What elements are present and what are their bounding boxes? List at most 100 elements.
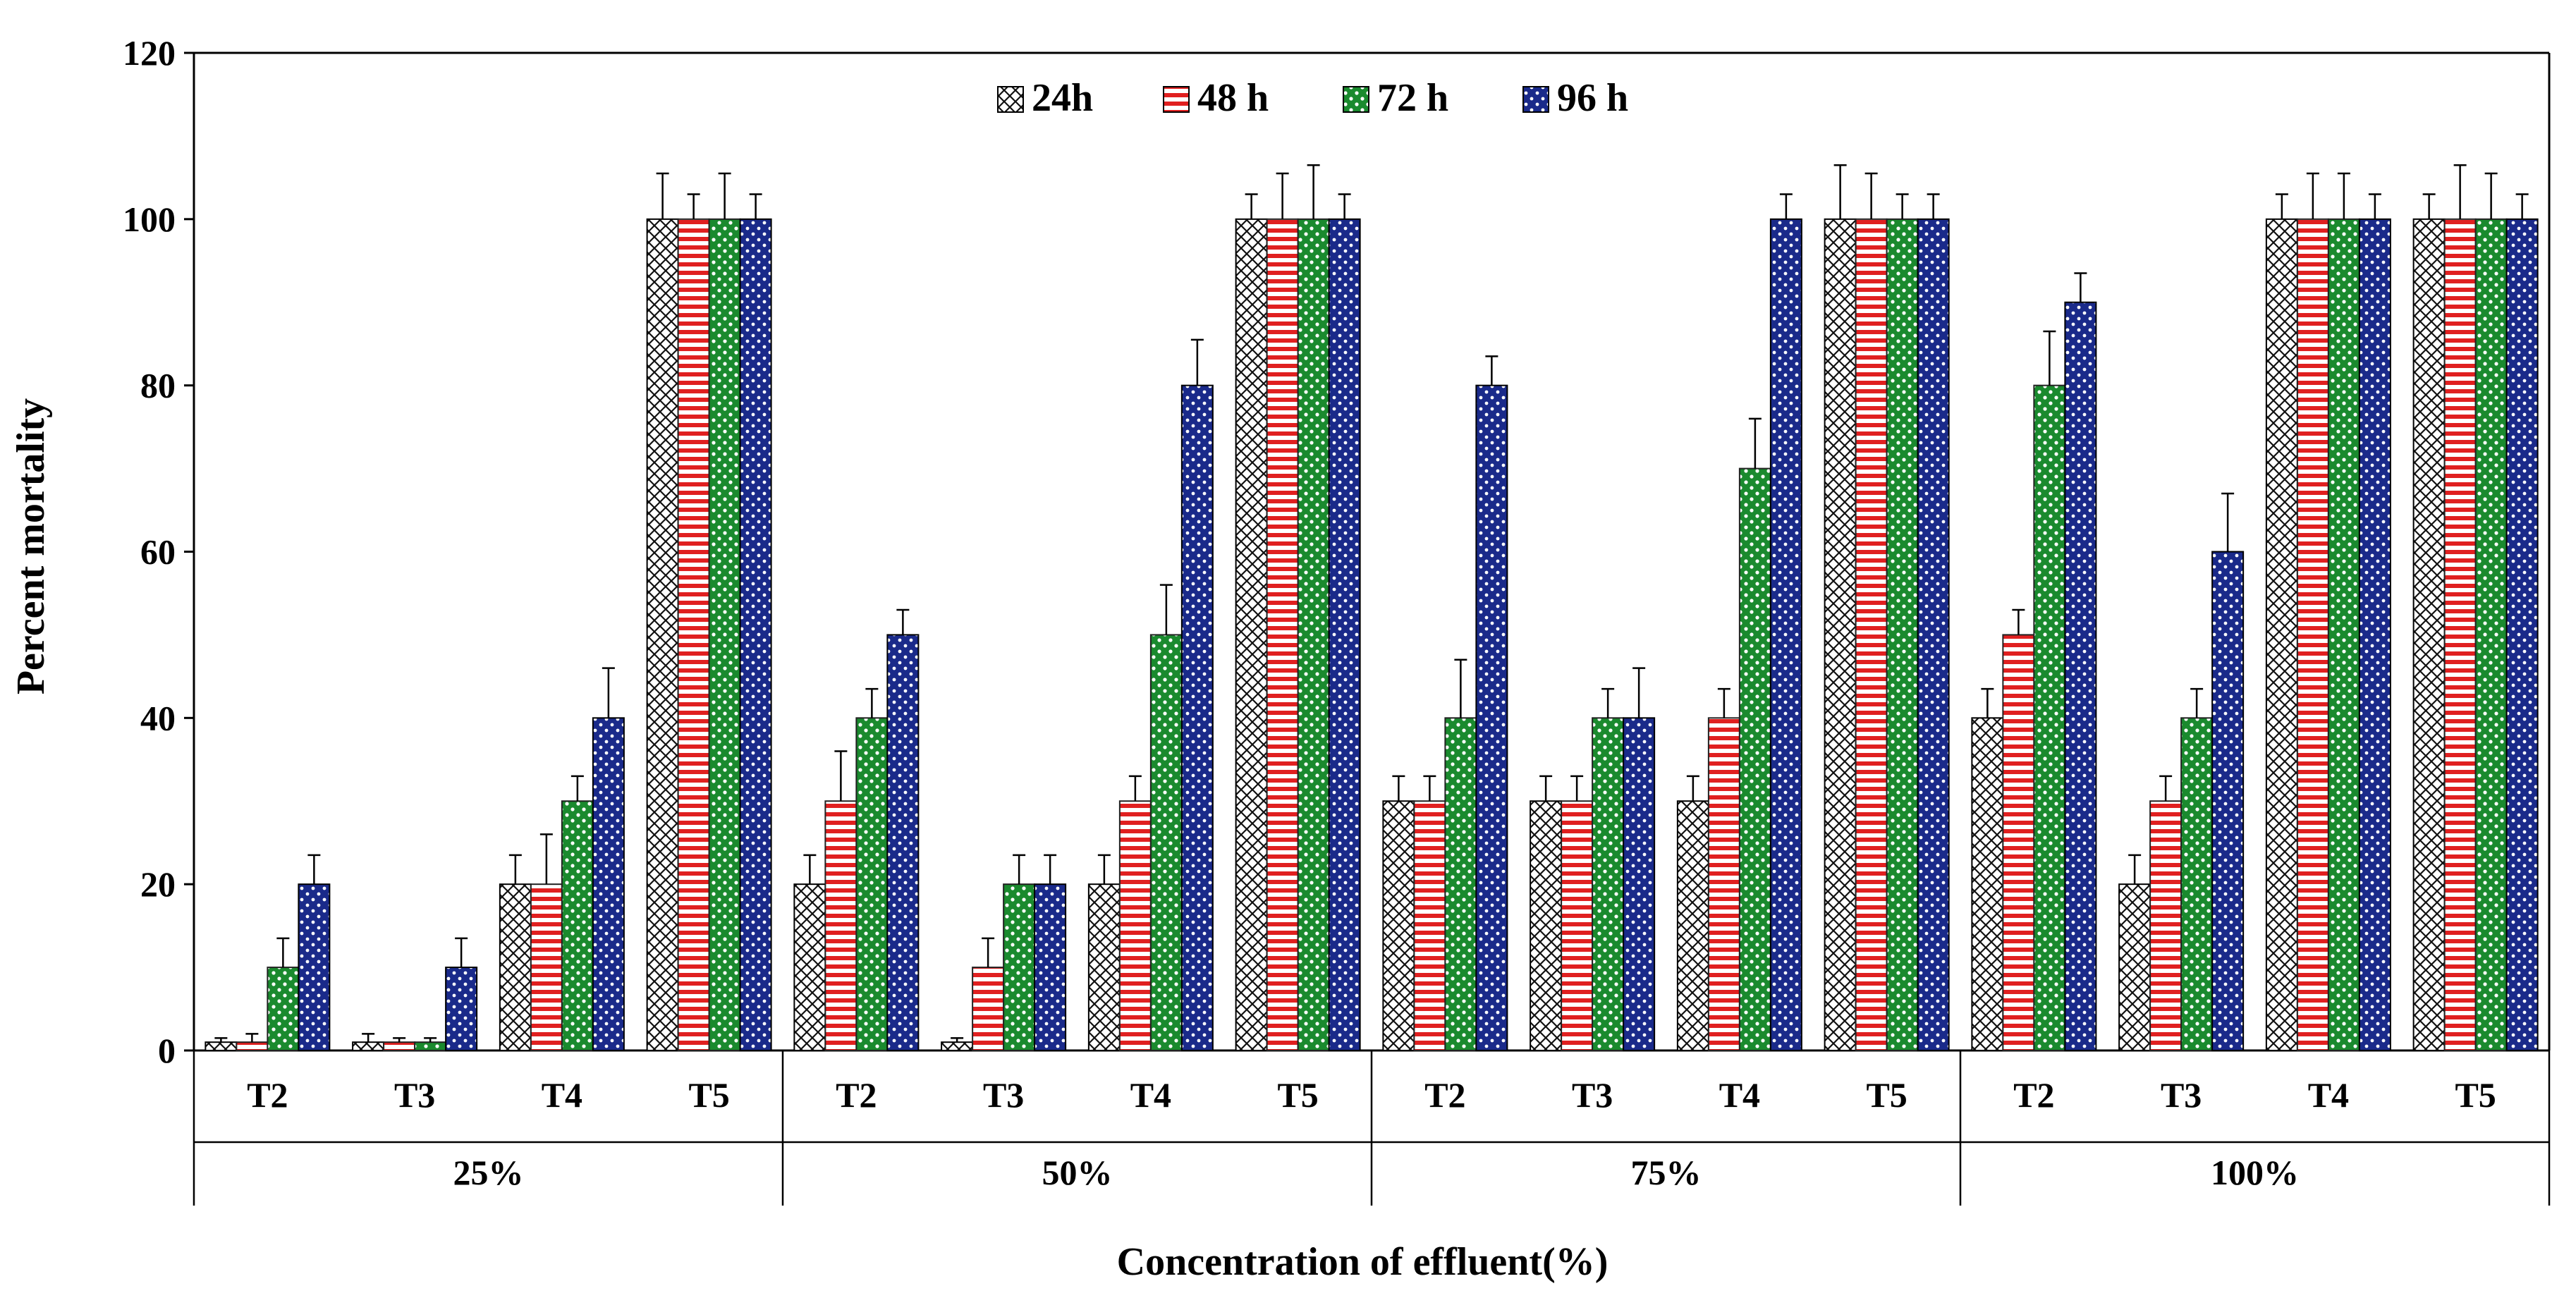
bar xyxy=(2296,218,2329,1051)
bar xyxy=(1003,883,1036,1051)
bar xyxy=(708,218,741,1051)
bar xyxy=(267,967,300,1052)
y-tick-label: 20 xyxy=(140,864,176,904)
bar xyxy=(205,1041,238,1052)
bar xyxy=(445,967,478,1052)
bar xyxy=(2474,218,2508,1051)
group-label: 100% xyxy=(2211,1153,2299,1192)
legend: 24h 48 h 72 h 96 h xyxy=(997,76,1628,120)
x-axis-categories: T2 T3 T4 T5 25% T2 T3 T4 T5 50% T2 T3 T4 T5 75% T2 T3 T4 T… xyxy=(193,1050,2551,1206)
x-tick-label: T2 xyxy=(836,1075,877,1115)
bar xyxy=(2358,218,2391,1051)
x-tick-label: T4 xyxy=(1130,1075,1171,1115)
bar xyxy=(592,717,625,1051)
group-label: 25% xyxy=(453,1153,524,1192)
bar xyxy=(886,634,920,1051)
bar xyxy=(941,1041,974,1052)
legend-label: 24h xyxy=(1032,76,1093,120)
bar xyxy=(855,717,889,1051)
bar xyxy=(1855,218,1888,1051)
bar xyxy=(1971,717,2004,1051)
bar-series xyxy=(205,218,2539,1052)
bar xyxy=(677,218,710,1051)
bar xyxy=(1413,800,1446,1051)
legend-label: 48 h xyxy=(1197,76,1269,120)
bar xyxy=(1382,800,1415,1051)
bar xyxy=(1266,218,1299,1051)
bar xyxy=(1118,800,1152,1051)
bar xyxy=(793,883,826,1051)
bar xyxy=(2412,218,2446,1051)
bar xyxy=(1824,218,1857,1051)
bar xyxy=(1917,218,1950,1051)
y-tick-label: 40 xyxy=(140,698,176,737)
bar xyxy=(383,1041,416,1052)
bar xyxy=(646,218,679,1051)
bar xyxy=(561,800,594,1051)
bar xyxy=(499,883,532,1051)
legend-swatch xyxy=(1522,86,1549,113)
x-tick-label: T4 xyxy=(2308,1075,2349,1115)
bar xyxy=(1180,384,1214,1051)
bar xyxy=(1034,883,1067,1051)
x-tick-label: T2 xyxy=(2013,1075,2054,1115)
bar xyxy=(414,1041,447,1052)
legend-label: 96 h xyxy=(1557,76,1628,120)
bar xyxy=(1087,883,1121,1051)
legend-swatch xyxy=(1343,86,1369,113)
bar xyxy=(1623,717,1656,1051)
bar xyxy=(1676,800,1709,1051)
y-axis-title: Percent mortality xyxy=(9,398,53,694)
x-tick-label: T2 xyxy=(1424,1075,1465,1115)
bar xyxy=(1886,218,1919,1051)
x-tick-label: T5 xyxy=(688,1075,729,1115)
x-tick-label: T4 xyxy=(542,1075,582,1115)
bar xyxy=(2118,883,2151,1051)
legend-label: 72 h xyxy=(1377,76,1448,120)
bar xyxy=(1592,717,1625,1051)
y-tick-label: 60 xyxy=(140,532,176,572)
bar xyxy=(2002,634,2035,1051)
bar xyxy=(1235,218,1268,1051)
bar xyxy=(1297,218,1330,1051)
x-tick-label: T4 xyxy=(1719,1075,1760,1115)
group-label: 50% xyxy=(1042,1153,1113,1192)
bar xyxy=(2033,384,2066,1051)
bar xyxy=(824,800,857,1051)
x-tick-label: T5 xyxy=(2455,1075,2496,1115)
bar xyxy=(739,218,772,1051)
bar xyxy=(1769,218,1802,1051)
x-tick-label: T3 xyxy=(2161,1075,2202,1115)
x-tick-label: T5 xyxy=(1277,1075,1318,1115)
bar xyxy=(298,883,331,1051)
y-tick-label: 100 xyxy=(123,200,176,239)
bar xyxy=(1561,800,1594,1051)
x-tick-label: T3 xyxy=(983,1075,1024,1115)
bar xyxy=(2443,218,2477,1051)
legend-swatch xyxy=(997,86,1024,113)
bar xyxy=(352,1041,385,1052)
bar xyxy=(1444,717,1477,1051)
error-bars xyxy=(214,164,2529,1043)
bar xyxy=(1149,634,1183,1051)
x-tick-label: T3 xyxy=(1572,1075,1613,1115)
y-tick-label: 120 xyxy=(123,33,176,73)
bar xyxy=(2327,218,2360,1051)
bar xyxy=(972,967,1005,1052)
x-tick-label: T3 xyxy=(394,1075,435,1115)
bar xyxy=(2064,301,2097,1051)
y-axis-ticks: 0 20 40 60 80 100 120 xyxy=(123,33,194,1070)
bar xyxy=(2180,717,2214,1051)
y-tick-label: 80 xyxy=(140,366,176,405)
x-axis-title: Concentration of effluent(%) xyxy=(1117,1240,1609,1284)
x-tick-label: T5 xyxy=(1866,1075,1907,1115)
bar xyxy=(2505,218,2539,1051)
bar xyxy=(1475,384,1508,1051)
y-tick-label: 0 xyxy=(158,1031,176,1070)
bar xyxy=(1530,800,1563,1051)
bar xyxy=(1707,717,1740,1051)
legend-swatch xyxy=(1163,86,1190,113)
group-label: 75% xyxy=(1631,1153,1702,1192)
x-tick-label: T2 xyxy=(247,1075,288,1115)
